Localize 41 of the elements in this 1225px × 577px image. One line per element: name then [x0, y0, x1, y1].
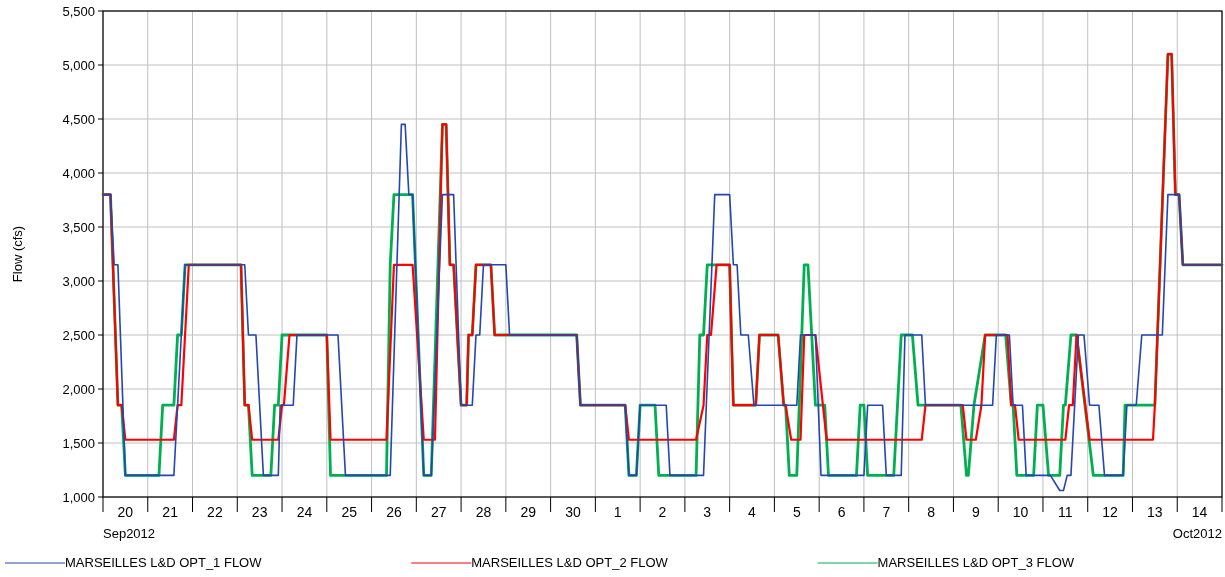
- y-tick-label: 5,000: [62, 57, 95, 73]
- y-tick-label: 5,500: [62, 3, 95, 19]
- y-axis-title: Flow (cfs): [10, 225, 25, 283]
- x-tick-label: 21: [162, 504, 179, 520]
- text: Oct2012: [1172, 526, 1222, 541]
- text: Sep2012: [103, 526, 156, 541]
- y-tick-label: 4,000: [62, 165, 95, 181]
- x-tick-label: 22: [207, 504, 223, 520]
- x-tick-label: 4: [748, 504, 757, 520]
- y-tick-label: 1,000: [62, 489, 95, 505]
- x-tick-label: 20: [117, 504, 134, 520]
- x-tick-label: 14: [1191, 504, 1208, 520]
- x-tick-label: 9: [971, 504, 980, 520]
- x-tick-label: 24: [296, 504, 313, 520]
- x-tick-label: 8: [927, 504, 936, 520]
- x-tick-label: 12: [1102, 504, 1119, 520]
- legend-label: MARSEILLES L&D OPT_2 FLOW: [471, 555, 669, 570]
- legend-label: MARSEILLES L&D OPT_3 FLOW: [877, 555, 1075, 570]
- y-tick-label: 3,500: [62, 219, 95, 235]
- legend-label: MARSEILLES L&D OPT_1 FLOW: [65, 555, 263, 570]
- x-tick-label: 7: [882, 504, 891, 520]
- x-tick-label: 28: [475, 504, 492, 520]
- x-tick-label: 30: [565, 504, 581, 520]
- y-tick-label: 4,500: [62, 111, 95, 127]
- x-tick-label: 13: [1147, 504, 1163, 520]
- x-tick-label: 6: [837, 504, 846, 520]
- x-tick-label: 23: [251, 504, 268, 520]
- y-tick-label: 1,500: [62, 435, 95, 451]
- x-tick-label: 25: [341, 504, 358, 520]
- x-tick-label: 26: [386, 504, 402, 520]
- y-tick-label: 3,000: [62, 273, 95, 289]
- x-tick-label: 11: [1058, 504, 1073, 520]
- y-tick-label: 2,500: [62, 327, 95, 343]
- x-tick-label: 29: [520, 504, 537, 520]
- x-tick-label: 27: [430, 504, 447, 520]
- x-tick-label: 1: [613, 504, 622, 520]
- x-tick-label: 2: [658, 504, 667, 520]
- y-tick-label: 2,000: [62, 381, 95, 397]
- x-tick-label: 10: [1012, 504, 1029, 520]
- x-tick-label: 3: [703, 504, 712, 520]
- x-tick-label: 5: [792, 504, 801, 520]
